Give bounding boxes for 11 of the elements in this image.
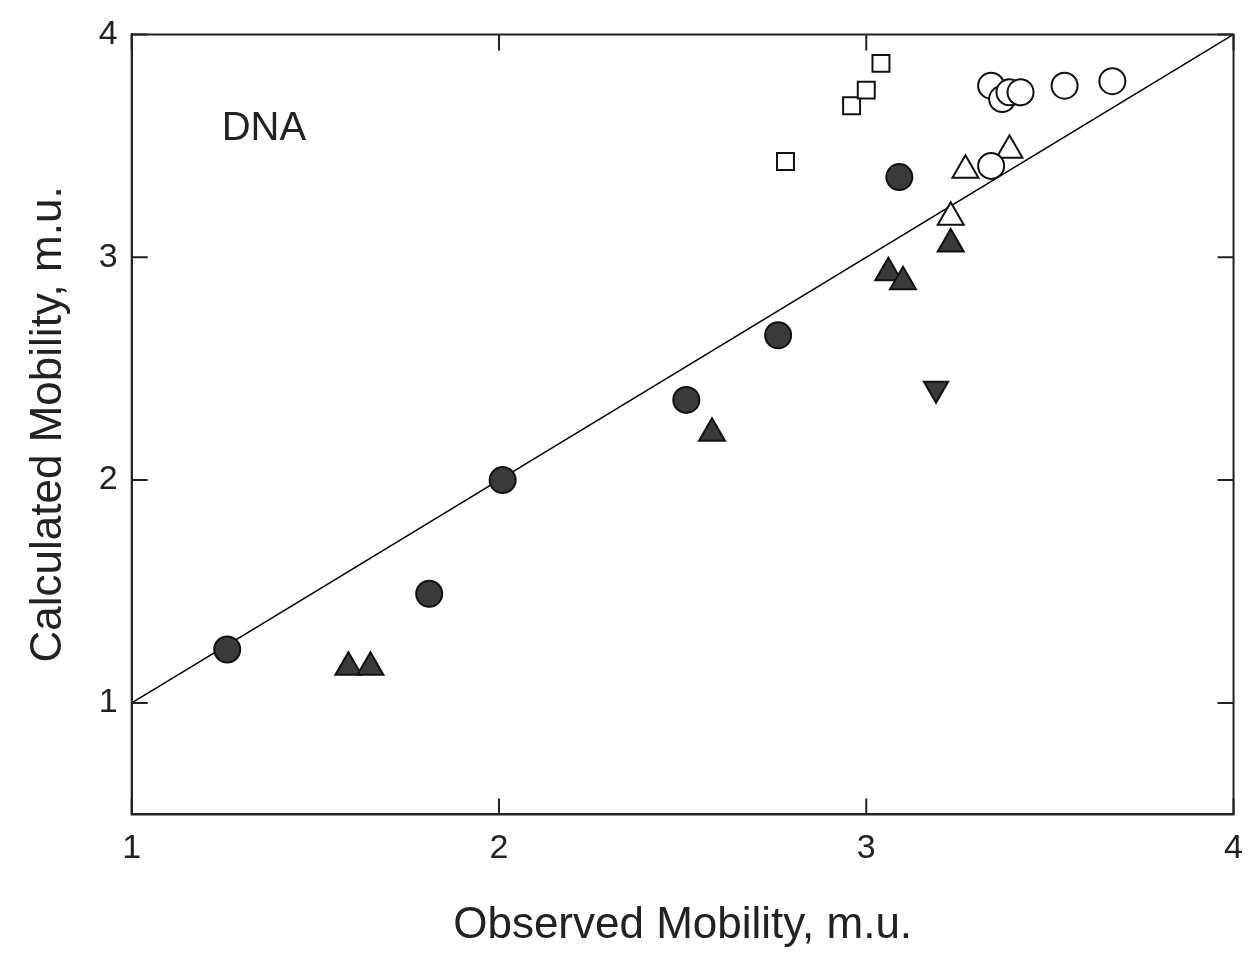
x-tick-label: 2: [489, 827, 509, 866]
x-tick-label: 4: [1224, 827, 1244, 866]
annotation: DNA: [221, 104, 307, 149]
y-tick-label: 2: [98, 458, 118, 497]
y-tick-label: 1: [98, 681, 118, 720]
x-tick-label: 1: [122, 827, 142, 866]
y-tick-label: 4: [98, 12, 118, 51]
y-axis-title: Calculated Mobility, m.u.: [20, 186, 70, 663]
x-axis-title: Observed Mobility, m.u.: [453, 897, 913, 947]
y-tick-label: 3: [98, 235, 118, 274]
x-tick-label: 3: [856, 827, 876, 866]
